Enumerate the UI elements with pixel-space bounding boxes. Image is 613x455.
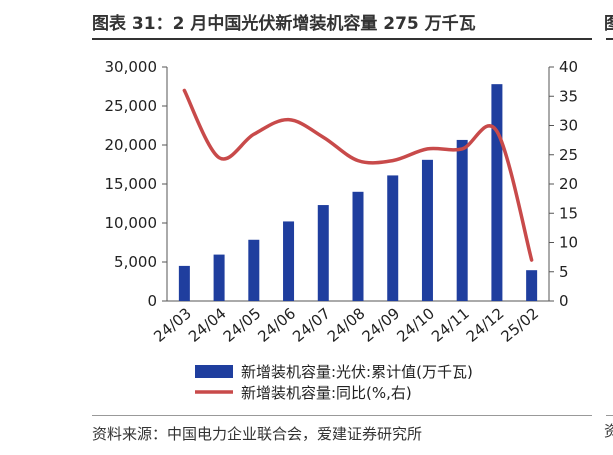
bar xyxy=(248,239,260,301)
adjacent-source-fragment: 资 xyxy=(604,422,613,440)
bar xyxy=(421,159,433,301)
left-axis-tick-label: 0 xyxy=(147,292,157,310)
bar xyxy=(283,221,295,301)
x-axis-tick-label: 24/06 xyxy=(254,304,299,346)
chart-title: 图表 31：2 月中国光伏新增装机容量 275 万千瓦 xyxy=(92,14,476,34)
adjacent-title-fragment: 图 xyxy=(604,14,613,34)
right-axis-tick-label: 5 xyxy=(559,263,569,281)
x-axis-tick-label: 24/07 xyxy=(289,304,334,346)
bar xyxy=(317,205,329,301)
x-axis-tick-label: 24/10 xyxy=(393,304,438,346)
left-axis-tick-label: 30,000 xyxy=(105,58,158,76)
left-axis-tick-label: 5,000 xyxy=(114,253,157,271)
x-axis-tick-label: 24/11 xyxy=(428,304,473,346)
bar xyxy=(352,191,364,301)
x-axis-tick-label: 24/04 xyxy=(185,304,230,346)
right-axis-tick-label: 0 xyxy=(559,292,569,310)
legend-label-line: 新增装机容量:同比(%,右) xyxy=(241,384,412,402)
right-axis-tick-label: 20 xyxy=(559,175,578,193)
x-axis-tick-label: 24/08 xyxy=(324,304,369,346)
source-rule xyxy=(92,415,592,416)
legend-swatch-bar xyxy=(195,365,233,378)
left-axis-tick-label: 15,000 xyxy=(105,175,158,193)
x-axis-tick-label: 24/12 xyxy=(463,304,508,346)
right-axis-tick-label: 15 xyxy=(559,204,578,222)
title-rule xyxy=(92,38,592,40)
legend-label-bar: 新增装机容量:光伏:累计值(万千瓦) xyxy=(241,363,473,381)
x-axis-tick-label: 24/03 xyxy=(150,304,195,346)
left-axis-tick-label: 25,000 xyxy=(105,97,158,115)
right-axis-tick-label: 10 xyxy=(559,234,578,252)
right-axis-tick-label: 40 xyxy=(559,58,578,76)
left-axis-tick-label: 10,000 xyxy=(105,214,158,232)
yoy-line xyxy=(182,88,534,262)
right-axis-tick-label: 30 xyxy=(559,117,578,135)
adjacent-title-rule xyxy=(606,38,613,40)
bar xyxy=(456,139,468,301)
left-axis-tick-label: 20,000 xyxy=(105,136,158,154)
x-axis-tick-label: 24/09 xyxy=(359,304,404,346)
right-axis-tick-label: 25 xyxy=(559,146,578,164)
x-axis-tick-label: 24/05 xyxy=(220,304,265,346)
bar xyxy=(526,270,538,301)
bar xyxy=(213,254,225,301)
x-axis-tick-label: 25/02 xyxy=(498,304,543,346)
adjacent-source-rule xyxy=(606,415,613,416)
bar xyxy=(178,265,190,301)
right-axis-tick-label: 35 xyxy=(559,87,578,105)
bar xyxy=(387,175,399,301)
bar xyxy=(491,84,503,301)
source-note: 资料来源：中国电力企业联合会，爱建证券研究所 xyxy=(92,425,423,443)
